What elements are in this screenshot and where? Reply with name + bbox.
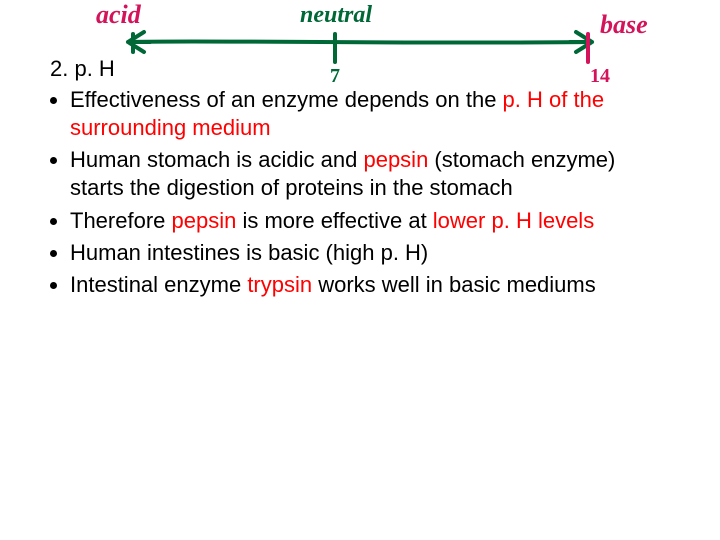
bullet-text: Therefore (70, 208, 172, 233)
list-item: Effectiveness of an enzyme depends on th… (70, 86, 650, 142)
highlight-term: pepsin (172, 208, 237, 233)
highlight-term: pepsin (363, 147, 428, 172)
arrow-left-icon (128, 32, 150, 52)
list-item: Therefore pepsin is more effective at lo… (70, 207, 650, 235)
slide-heading: 2. p. H (50, 56, 650, 82)
scale-line (130, 41, 590, 42)
label-acid: acid (96, 0, 141, 30)
list-item: Human stomach is acidic and pepsin (stom… (70, 146, 650, 202)
slide-content: 2. p. H Effectiveness of an enzyme depen… (50, 56, 650, 303)
bullet-text: works well in basic mediums (312, 272, 596, 297)
bullet-list: Effectiveness of an enzyme depends on th… (70, 86, 650, 299)
bullet-text: is more effective at (236, 208, 432, 233)
label-neutral: neutral (300, 2, 372, 29)
bullet-text: Intestinal enzyme (70, 272, 247, 297)
list-item: Intestinal enzyme trypsin works well in … (70, 271, 650, 299)
highlight-term: lower p. H levels (433, 208, 594, 233)
bullet-text: Human intestines is basic (high p. H) (70, 240, 428, 265)
list-item: Human intestines is basic (high p. H) (70, 239, 650, 267)
label-base: base (600, 10, 648, 40)
highlight-term: trypsin (247, 272, 312, 297)
arrow-right-icon (570, 32, 592, 52)
bullet-text: Human stomach is acidic and (70, 147, 363, 172)
bullet-text: Effectiveness of an enzyme depends on th… (70, 87, 503, 112)
